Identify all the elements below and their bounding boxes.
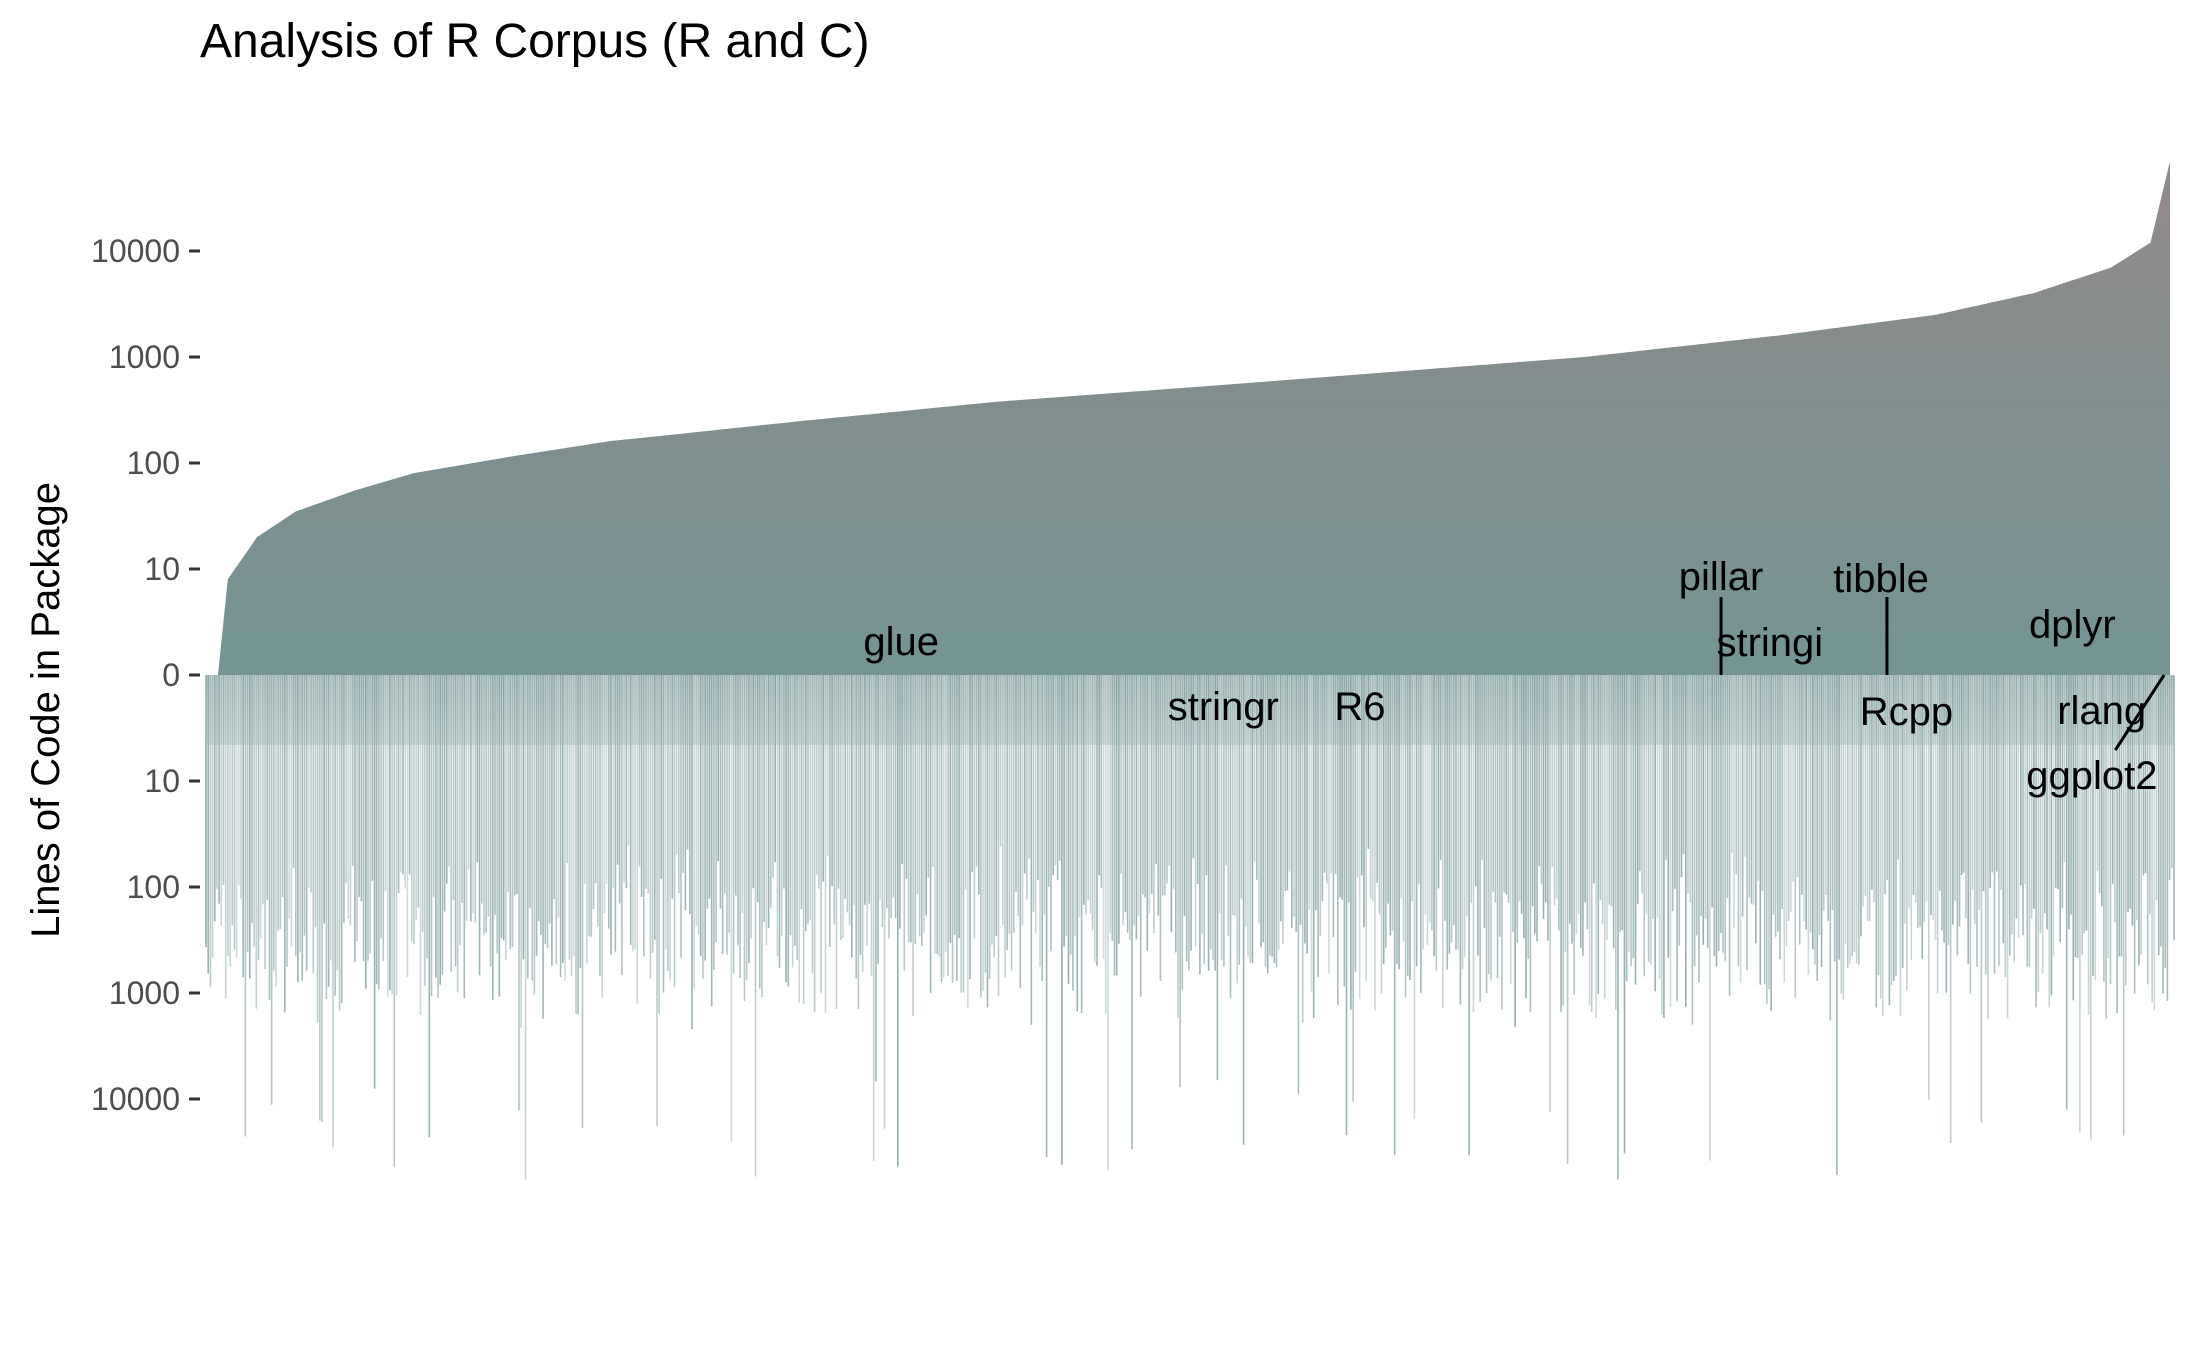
annotation-rlang: rlang xyxy=(2057,689,2146,733)
lower-series-bars xyxy=(205,675,2175,1180)
y-tick-label: 0 xyxy=(162,657,180,693)
y-axis-label: Lines of Code in Package xyxy=(24,482,68,938)
annotation-rcpp: Rcpp xyxy=(1860,690,1953,734)
annotation-r6: R6 xyxy=(1334,685,1385,729)
y-axis: Lines of Code in Package 100001000100100… xyxy=(24,233,200,1117)
y-tick-label: 10 xyxy=(144,551,180,587)
y-tick-label: 10000 xyxy=(91,233,180,269)
annotation-ggplot2: ggplot2 xyxy=(2026,754,2157,798)
y-tick-label: 10000 xyxy=(91,1081,180,1117)
annotation-stringr: stringr xyxy=(1168,685,1279,729)
leader-line-ggplot2 xyxy=(2114,674,2166,751)
upper-series-area xyxy=(218,161,2170,675)
upper-series-area-path xyxy=(218,161,2170,675)
y-tick-label: 100 xyxy=(127,869,180,905)
y-tick-label: 10 xyxy=(144,763,180,799)
lower-series-band xyxy=(206,675,2174,745)
annotation-pillar: pillar xyxy=(1679,555,1763,599)
annotation-stringi: stringi xyxy=(1716,621,1823,665)
annotation-dplyr: dplyr xyxy=(2029,603,2116,647)
annotation-tibble: tibble xyxy=(1833,557,1929,601)
y-tick-label: 100 xyxy=(127,445,180,481)
chart-title: Analysis of R Corpus (R and C) xyxy=(200,15,870,68)
y-tick-label: 1000 xyxy=(109,339,180,375)
annotation-glue: glue xyxy=(863,620,939,664)
y-tick-label: 1000 xyxy=(109,975,180,1011)
